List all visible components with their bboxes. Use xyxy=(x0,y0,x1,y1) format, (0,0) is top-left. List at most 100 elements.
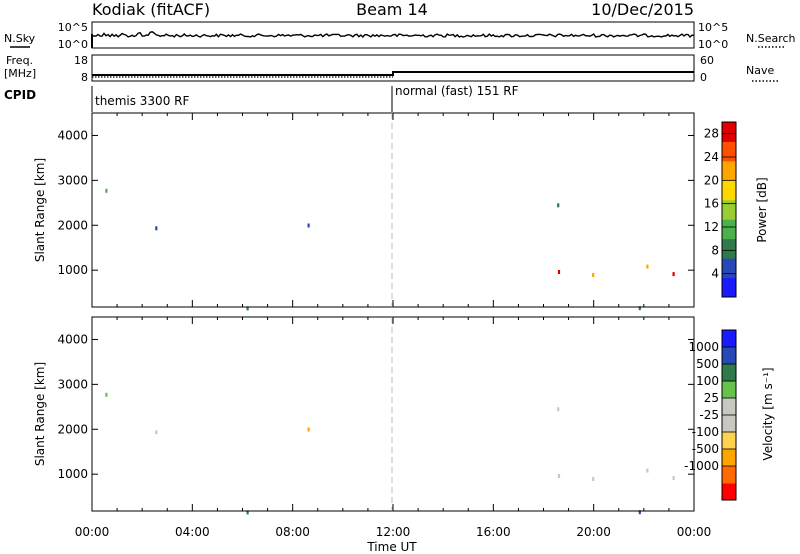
nsky-line xyxy=(91,31,695,39)
velocity-cbar-tick-label: -25 xyxy=(699,408,719,422)
velocity-cbar-tick-label: 100 xyxy=(696,374,719,388)
velocity-ylabel: Slant Range [km] xyxy=(33,362,47,466)
station-title: Kodiak (fitACF) xyxy=(92,0,210,19)
power-ytick-label: 3000 xyxy=(57,173,88,187)
velocity-cbar-tick-label: 500 xyxy=(696,357,719,371)
velocity-cbar-label: Velocity [m s⁻¹] xyxy=(761,367,775,460)
nsky-panel: 10^5 10^0 N.Sky 10^5 10^0 N.Search xyxy=(4,21,796,51)
freq-unit-label: [MHz] xyxy=(4,67,36,80)
power-cell xyxy=(557,270,561,274)
power-ylabel: Slant Range [km] xyxy=(33,158,47,262)
nave-label: Nave xyxy=(746,64,774,77)
time-tick-label: 08:00 xyxy=(275,525,310,539)
velocity-cell xyxy=(646,468,649,473)
power-cbar-swatch xyxy=(722,219,736,240)
velocity-y-axis: 1000 2000 3000 4000 xyxy=(57,332,694,481)
nsearch-label: N.Search xyxy=(746,32,796,45)
freq-line xyxy=(92,71,694,76)
velocity-cell xyxy=(307,427,310,432)
time-tick-label: 16:00 xyxy=(476,525,511,539)
velocity-cbar-swatch xyxy=(722,330,736,348)
power-cell xyxy=(307,223,310,228)
power-cell xyxy=(646,264,649,269)
velocity-cell xyxy=(105,392,108,397)
date-title: 10/Dec/2015 xyxy=(591,0,694,19)
velocity-cbar-swatch xyxy=(722,381,736,399)
power-cell xyxy=(155,226,158,231)
power-cell xyxy=(592,273,595,277)
velocity-colorbar: 1000 500 100 25 -25 -100 -500 -1000 xyxy=(684,329,737,501)
nsky-label: N.Sky xyxy=(4,32,36,45)
time-tick-label: 00:00 xyxy=(75,525,110,539)
cpid-label: CPID xyxy=(4,88,36,102)
velocity-panel: 1000 2000 3000 4000 Slant Range [km] 1000 50… xyxy=(33,316,775,515)
nsky-tick-bottom: 10^0 xyxy=(58,38,88,51)
power-cbar-swatch xyxy=(722,160,736,181)
velocity-cell xyxy=(638,510,641,515)
velocity-cbar-swatch xyxy=(722,483,736,501)
freq-tick-top: 18 xyxy=(74,54,88,67)
nsky-trace xyxy=(91,31,695,48)
velocity-cbar-tick-label: 25 xyxy=(704,391,719,405)
cpid-panel: CPID themis 3300 RF normal (fast) 151 RF xyxy=(4,84,519,112)
power-cbar-swatch xyxy=(722,277,736,298)
velocity-cell xyxy=(246,510,249,515)
power-x-axis xyxy=(91,113,695,307)
power-cbar-tick-label: 28 xyxy=(704,127,719,141)
time-tick-label: 12:00 xyxy=(376,525,411,539)
velocity-cbar-tick-label: -1000 xyxy=(684,459,719,473)
velocity-cbar-tick-label: -100 xyxy=(692,425,719,439)
velocity-cbar-swatch xyxy=(722,466,736,484)
time-tick-label: 00:00 xyxy=(677,525,712,539)
velocity-cbar-swatch xyxy=(722,449,736,467)
beam-title: Beam 14 xyxy=(356,0,428,19)
power-cell xyxy=(638,306,641,311)
cpid-mode-2: normal (fast) 151 RF xyxy=(395,84,519,98)
velocity-cell xyxy=(155,430,158,435)
power-cbar-tick-label: 24 xyxy=(704,150,719,164)
cpid-mode-1: themis 3300 RF xyxy=(95,94,189,108)
velocity-cbar-swatch xyxy=(722,415,736,433)
time-tick-label: 20:00 xyxy=(576,525,611,539)
nave-tick-top: 60 xyxy=(700,54,714,67)
power-ytick-label: 1000 xyxy=(57,263,88,277)
power-ytick-label: 4000 xyxy=(57,128,88,142)
velocity-cbar-swatch xyxy=(722,364,736,382)
velocity-cell xyxy=(592,477,595,481)
freq-panel: 18 8 Freq. [MHz] 60 0 Nave xyxy=(4,54,778,84)
power-cbar-tick-label: 4 xyxy=(711,267,719,281)
power-cbar-label: Power [dB] xyxy=(755,177,769,242)
nave-tick-bottom: 0 xyxy=(700,71,707,84)
velocity-cell xyxy=(557,474,561,478)
freq-tick-bottom: 8 xyxy=(81,71,88,84)
power-cbar-swatch xyxy=(722,141,736,162)
velocity-cbar-swatch xyxy=(722,398,736,416)
velocity-cell xyxy=(557,407,560,412)
power-cbar-swatch xyxy=(722,258,736,279)
power-colorbar: 4 8 12 16 20 24 28 xyxy=(704,121,737,298)
power-cbar-tick-label: 16 xyxy=(704,197,719,211)
velocity-cell xyxy=(672,476,675,481)
power-cbar-swatch xyxy=(722,238,736,259)
power-cbar-swatch xyxy=(722,122,736,142)
time-axis-label: Time UT xyxy=(366,540,417,554)
velocity-cbar-tick-label: -500 xyxy=(692,442,719,456)
vel-ytick-label: 3000 xyxy=(57,377,88,391)
velocity-cbar-swatch xyxy=(722,347,736,365)
vel-ytick-label: 1000 xyxy=(57,467,88,481)
power-cbar-tick-label: 12 xyxy=(704,220,719,234)
freq-label: Freq. xyxy=(6,54,33,67)
power-cbar-frame xyxy=(721,121,737,298)
power-panel: 1000 2000 3000 4000 Slant Range [km] 4 8 12 16… xyxy=(33,112,769,311)
velocity-x-axis xyxy=(91,317,695,511)
velocity-cbar-swatch xyxy=(722,432,736,450)
time-tick-labels: 00:00 04:00 08:00 12:00 16:00 20:00 00:00 xyxy=(75,525,712,539)
power-cbar-swatch xyxy=(722,199,736,220)
power-cbar-swatch xyxy=(722,180,736,201)
time-tick-label: 04:00 xyxy=(175,525,210,539)
power-cbar-tick-label: 20 xyxy=(704,173,719,187)
power-ytick-label: 2000 xyxy=(57,218,88,232)
nsearch-tick-top: 10^5 xyxy=(698,21,728,34)
nsearch-tick-bottom: 10^0 xyxy=(698,38,728,51)
